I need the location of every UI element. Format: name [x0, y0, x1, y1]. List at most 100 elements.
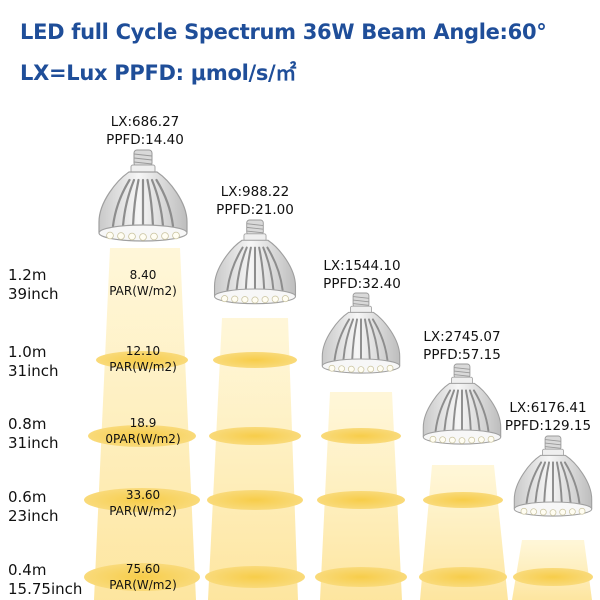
par-value: 33.60 [125, 488, 161, 502]
bulb-thread [133, 161, 153, 165]
led-chip [530, 508, 537, 516]
bulb-vent [155, 178, 175, 228]
par-unit: 0PAR(W/m2) [105, 432, 181, 446]
lux-value: LX:686.27 [110, 114, 180, 130]
par-value: 8.40 [129, 268, 157, 282]
led-chip [161, 232, 169, 240]
bulb-vent [472, 389, 490, 432]
lamp-readout-2: LX:988.22 PPFD:21.00 [216, 183, 294, 219]
led-chip [281, 295, 289, 303]
ppfd-value: PPFD:32.40 [323, 276, 401, 292]
distance-meters: 1.2m [8, 266, 47, 284]
led-bulb-icon [513, 435, 593, 517]
bulb-vent [434, 389, 452, 432]
par-readout-2: 12.10 PAR(W/m2) [109, 343, 177, 375]
bulb-thread [545, 446, 561, 449]
spot-c2-r3 [209, 427, 301, 445]
par-value: 18.9 [129, 416, 157, 430]
distance-inches: 15.75inch [8, 580, 83, 598]
spot-c3-r4 [317, 491, 405, 509]
spot-c4-r5 [419, 567, 507, 587]
bulb-vent [333, 318, 351, 361]
par-value: 12.10 [125, 344, 161, 358]
distance-meters: 0.4m [8, 561, 47, 579]
led-chip [231, 295, 239, 303]
led-bulb-icon [98, 149, 188, 242]
spot-c4-r4 [423, 492, 503, 508]
distance-meters: 1.0m [8, 343, 47, 361]
bulb-vent [258, 246, 266, 291]
bulb-vent [371, 318, 389, 361]
led-chip [539, 508, 547, 516]
lamp-readout-3: LX:1544.10 PPFD:32.40 [323, 257, 401, 293]
led-chip [261, 296, 269, 304]
spot-c3-r3 [321, 428, 401, 444]
bulb-vent [525, 461, 543, 504]
bulb-thread [353, 303, 369, 306]
bulb-vent [452, 389, 460, 432]
led-chip [578, 507, 586, 515]
bulb-vent [226, 246, 244, 291]
led-chip [569, 508, 576, 516]
bulb-vent [468, 389, 481, 432]
distance-label-3: 0.8m 31inch [8, 415, 59, 453]
distance-label-2: 1.0m 31inch [8, 343, 59, 381]
par-unit: PAR(W/m2) [109, 504, 177, 518]
bulb-vent [121, 178, 136, 228]
bulb-vent [351, 318, 359, 361]
header-subtitle: LX=Lux PPFD: μmol/s/㎡ [20, 61, 297, 85]
distance-label-5: 0.4m 15.75inch [8, 561, 82, 599]
bulb-vent [342, 318, 355, 361]
bulb-thread [545, 442, 561, 446]
lux-value: LX:6176.41 [509, 400, 587, 416]
bulb-thread [454, 374, 470, 377]
led-chip [458, 437, 466, 444]
bulb-thread [353, 299, 369, 303]
beam-2 [208, 318, 298, 600]
distance-inches: 31inch [8, 434, 59, 452]
lamp-readout-4: LX:2745.07 PPFD:57.15 [423, 328, 501, 364]
distance-inches: 31inch [8, 362, 59, 380]
bulb-vent [543, 461, 551, 504]
led-chip [468, 436, 476, 444]
led-chip [448, 436, 456, 444]
par-unit: PAR(W/m2) [109, 284, 177, 298]
bulb-vent [146, 178, 155, 228]
distance-meters: 0.8m [8, 415, 47, 433]
bulb-vent [111, 178, 131, 228]
led-chip [520, 507, 528, 515]
par-unit: PAR(W/m2) [109, 360, 177, 374]
beam-1 [94, 248, 196, 600]
lux-value: LX:2745.07 [423, 329, 501, 345]
par-value: 75.60 [125, 562, 161, 576]
spot-c2-r4 [207, 490, 303, 510]
bulb-thread [246, 223, 264, 226]
led-chip [241, 296, 249, 304]
ppfd-value: PPFD:14.40 [106, 132, 184, 148]
lamp-readout-5: LX:6176.41 PPFD:129.15 [505, 399, 591, 435]
led-bulb-icon [422, 363, 502, 445]
distance-inches: 39inch [8, 285, 59, 303]
spot-c2-r2 [213, 352, 297, 368]
bulb-vent [367, 318, 380, 361]
led-chip [429, 435, 437, 443]
lux-value: LX:988.22 [220, 184, 290, 200]
bulbs [98, 149, 593, 517]
distance-meters: 0.6m [8, 488, 47, 506]
bulb-vent [443, 389, 456, 432]
ppfd-value: PPFD:57.15 [423, 347, 501, 363]
spot-c3-r5 [315, 567, 407, 587]
bulb-thread [454, 367, 470, 370]
ppfd-value: PPFD:129.15 [504, 418, 592, 434]
bulb-thread [545, 439, 561, 442]
bulb-vent [266, 246, 284, 291]
bulb-thread [246, 230, 264, 234]
led-chip [251, 296, 259, 304]
bulb-vent [464, 389, 472, 432]
bulb-vent [363, 318, 371, 361]
lamp-readout-1: LX:686.27 PPFD:14.40 [106, 113, 184, 149]
led-chip [139, 233, 147, 241]
led-chip [328, 364, 336, 372]
lux-value: LX:1544.10 [323, 258, 401, 274]
